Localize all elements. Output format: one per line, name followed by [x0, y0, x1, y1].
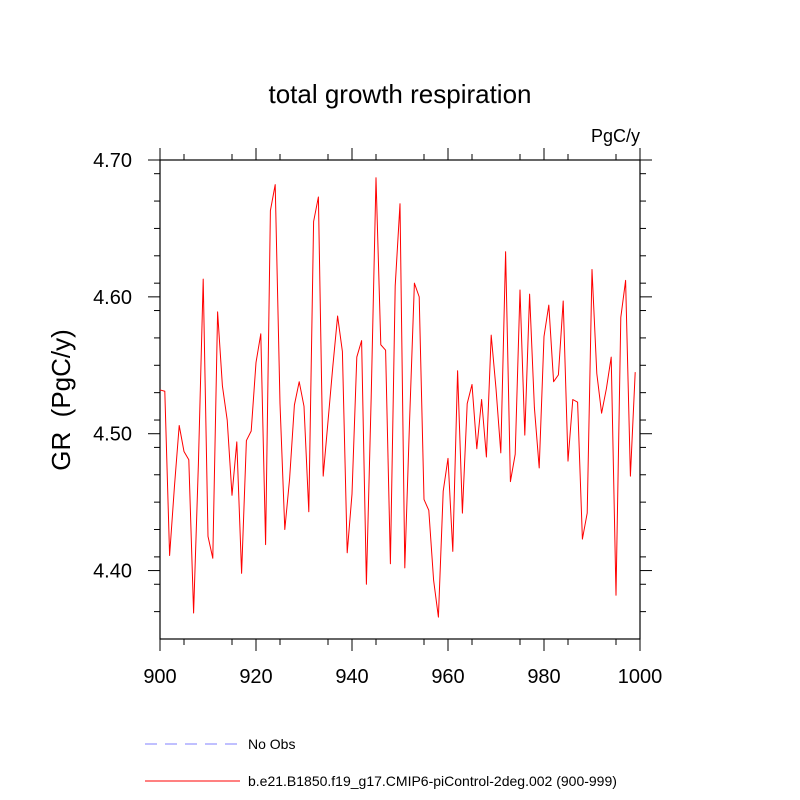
y-tick-label: 4.40	[93, 561, 132, 583]
y-tick-label: 4.70	[93, 150, 132, 172]
y-axis-label: GR (PgC/y)	[46, 329, 76, 471]
chart-title: total growth respiration	[268, 79, 531, 109]
y-tick-label: 4.60	[93, 287, 132, 309]
x-tick-label: 1000	[618, 666, 663, 688]
plot-frame	[159, 159, 641, 640]
series-line-model	[159, 177, 636, 618]
x-tick-label: 920	[239, 666, 272, 688]
legend-label-model: b.e21.B1850.f19_g17.CMIP6-piControl-2deg…	[248, 773, 617, 789]
x-tick-label: 960	[431, 666, 464, 688]
legend: No Obs b.e21.B1850.f19_g17.CMIP6-piContr…	[145, 736, 617, 789]
legend-label-no-obs: No Obs	[248, 736, 295, 752]
y-tick-label: 4.50	[93, 424, 132, 446]
axis-ticks	[148, 148, 652, 651]
x-tick-label: 940	[335, 666, 368, 688]
x-tick-label: 900	[143, 666, 176, 688]
axis-tick-labels: 900 920 940 960 980 1000 4.40 4.50 4.60 4.70	[93, 150, 662, 688]
x-tick-label: 980	[527, 666, 560, 688]
units-label: PgC/y	[591, 126, 640, 146]
series-layer	[159, 177, 636, 618]
